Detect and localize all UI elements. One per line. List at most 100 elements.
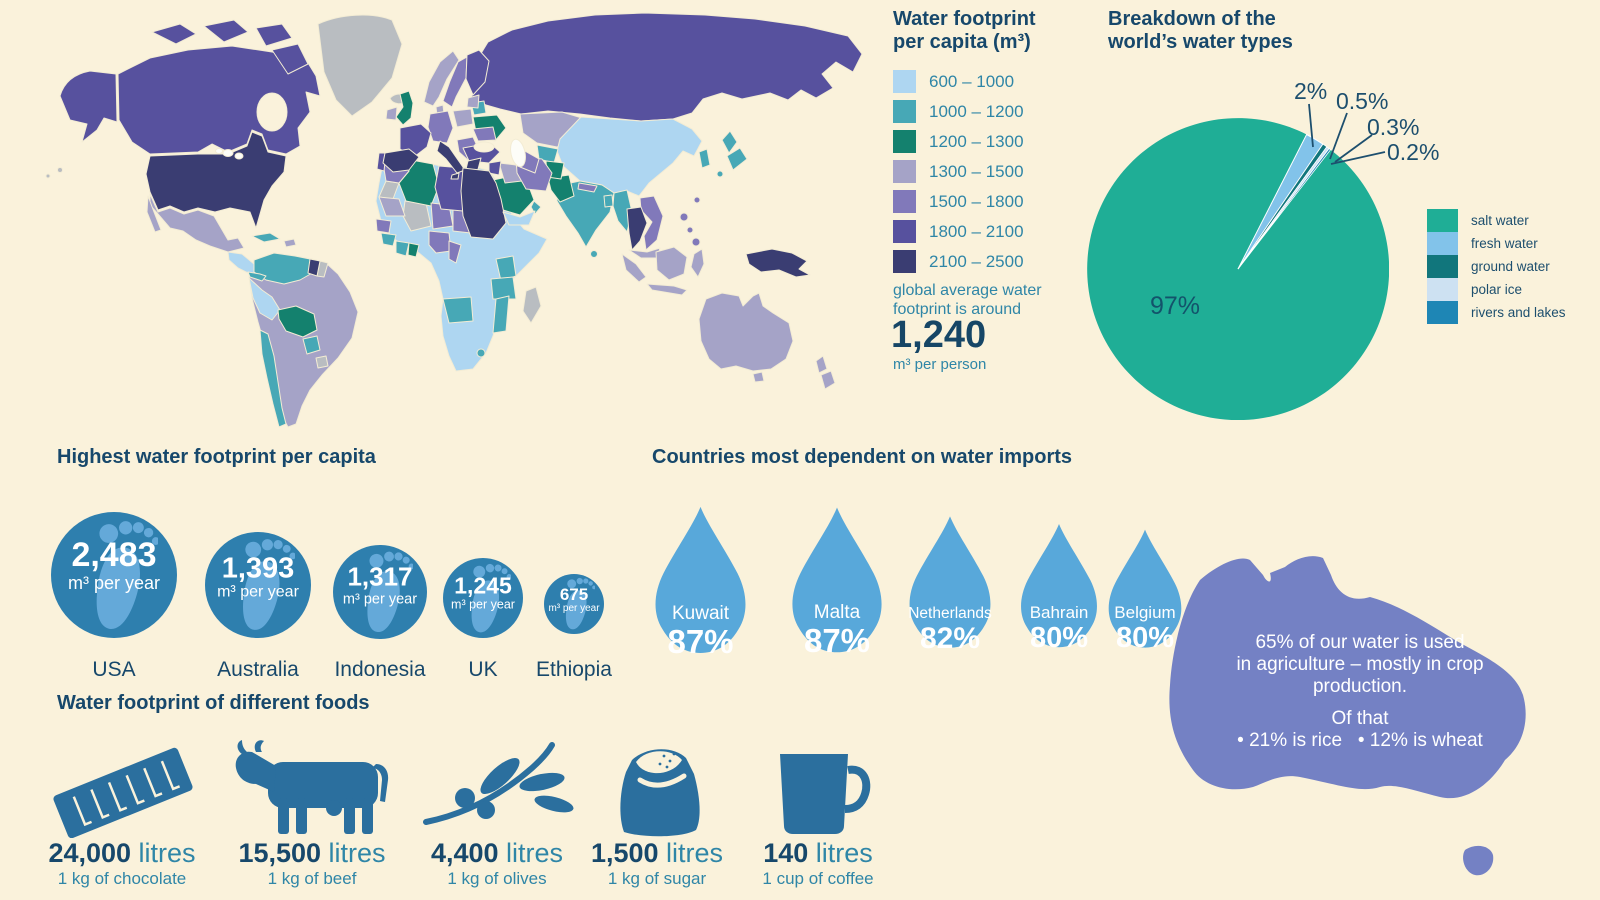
- legend-swatch: [893, 70, 916, 93]
- footprint-country-label: USA: [92, 658, 136, 681]
- global-average-unit: m³ per person: [893, 356, 987, 373]
- map-water-bodies: [215, 92, 526, 168]
- map-region-vietnam: [639, 195, 664, 251]
- world-choropleth-map: [45, 12, 863, 428]
- food-value: 140 litres: [763, 838, 873, 868]
- map-region-pakistan: [547, 174, 575, 203]
- legend-swatch: [1427, 255, 1458, 278]
- caspian-sea: [510, 138, 526, 168]
- legend-swatch: [893, 130, 916, 153]
- map-region-paraguay: [302, 335, 321, 355]
- water-types-pie-chart: [1087, 118, 1389, 420]
- footprint-circle-australia: 1,393 m³ per year: [205, 532, 311, 638]
- map-region-madagascar: [522, 286, 542, 324]
- water-drop-bahrain: Bahrain 80%: [1013, 520, 1105, 653]
- water-drop-icon: [1108, 529, 1182, 648]
- food-desc: 1 kg of chocolate: [57, 869, 187, 888]
- pie-chart-title: Breakdown of the world’s water types: [1108, 8, 1293, 53]
- map-region-tasmania: [752, 371, 765, 383]
- legend-swatch: [893, 190, 916, 213]
- legend-row: rivers and lakes: [1427, 301, 1566, 324]
- imports-section-title: Countries most dependent on water import…: [652, 446, 1073, 468]
- footprint-country-label: UK: [468, 658, 498, 681]
- map-region-java: [646, 283, 688, 296]
- map-region-uruguay: [315, 355, 329, 369]
- legend-row: ground water: [1427, 255, 1566, 278]
- map-regions-600-1000-b: [502, 210, 536, 226]
- food-value: 4,400 litres: [430, 838, 564, 868]
- footprint-icon: [565, 578, 595, 630]
- map-region-lesotho: [476, 348, 486, 358]
- map-region-mozambique: [492, 295, 510, 334]
- food-value: 15,500 litres: [238, 838, 386, 868]
- map-region-malaysia: [628, 247, 661, 259]
- map-region-usa: [145, 131, 287, 229]
- map-regions-1000-1200: [247, 100, 748, 428]
- map-region-cuba: [251, 232, 281, 243]
- map-region-greenland: [317, 14, 403, 117]
- pie-label-fresh-water: 2%: [1294, 78, 1328, 104]
- australia-note-line1: 65% of our water is used: [1255, 632, 1465, 653]
- pie-label-polar-ice: 0.3%: [1367, 114, 1420, 140]
- food-desc: 1 kg of sugar: [607, 869, 707, 888]
- foods-section-title: Water footprint of different foods: [57, 692, 370, 714]
- legend-row: salt water: [1427, 209, 1566, 232]
- map-region-mauritania: [378, 196, 406, 217]
- water-drop-icon: [655, 506, 746, 653]
- map-region-peru: [248, 277, 281, 321]
- footprint-icon: [367, 551, 413, 632]
- water-drop-kuwait: Kuwait 87%: [646, 502, 755, 660]
- chocolate-bar-icon: [53, 747, 193, 838]
- pie-callout-lines: [1308, 103, 1386, 165]
- map-region-borneo: [655, 246, 688, 281]
- australia-note-bullets: • 21% is rice • 12% is wheat: [1237, 730, 1483, 751]
- pie-label-salt-water: 97%: [1150, 292, 1201, 320]
- map-region-egypt-sudan: [460, 167, 507, 240]
- map-legend: 600 – 1000 1000 – 1200 1200 – 1300 1300 …: [893, 70, 1024, 280]
- legend-swatch: [893, 250, 916, 273]
- tasmania-silhouette: [1463, 845, 1494, 876]
- map-region-thailand: [626, 206, 648, 251]
- legend-row: polar ice: [1427, 278, 1566, 301]
- map-region-japan: [721, 130, 738, 154]
- map-region-guyana: [307, 258, 321, 277]
- legend-row: 2100 – 2500: [893, 250, 1024, 273]
- map-region-ireland: [385, 106, 398, 121]
- great-lake: [222, 149, 234, 157]
- food-value: 24,000 litres: [48, 838, 196, 868]
- map-region-tanzania: [490, 276, 517, 300]
- legend-row: 1200 – 1300: [893, 130, 1024, 153]
- legend-row: 600 – 1000: [893, 70, 1024, 93]
- olive-branch-icon: [423, 742, 574, 825]
- australia-note-line4: Of that: [1331, 708, 1389, 729]
- map-region-nigeria: [428, 230, 452, 254]
- food-value: 1,500 litres: [590, 838, 724, 868]
- map-average-note: global average water footprint is around: [893, 282, 1042, 318]
- map-region-australia: [698, 292, 794, 372]
- map-region-mexico: [149, 193, 245, 253]
- legend-swatch: [893, 160, 916, 183]
- australia-note-line2: in agriculture – mostly in crop: [1236, 654, 1484, 675]
- water-drop-belgium: Belgium 80%: [1101, 526, 1189, 653]
- legend-row: 1500 – 1800: [893, 190, 1024, 213]
- water-drop-netherlands: Netherlands 82%: [901, 512, 999, 654]
- footprint-circle-uk: 1,245 m³ per year: [443, 558, 523, 638]
- pie-label-ground-water: 0.5%: [1336, 88, 1389, 114]
- footprint-country-label: Ethiopia: [536, 658, 612, 681]
- map-region-syria: [488, 160, 502, 176]
- food-desc: 1 cup of coffee: [762, 869, 874, 888]
- water-drop-malta: Malta 87%: [783, 503, 891, 659]
- map-region-nepal: [577, 182, 598, 193]
- map-region-italy: [436, 140, 466, 174]
- map-region-taiwan: [693, 196, 701, 204]
- map-legend-title: Water footprint per capita (m³): [893, 8, 1036, 53]
- water-drop-icon: [909, 516, 991, 648]
- hudson-bay: [256, 92, 288, 132]
- sugar-bag-icon: [620, 749, 700, 837]
- legend-swatch: [1427, 209, 1458, 232]
- footprint-circle-indonesia: 1,317 m³ per year: [333, 545, 427, 639]
- footprint-country-label: Indonesia: [334, 658, 426, 681]
- legend-swatch: [893, 100, 916, 123]
- coffee-mug-icon: [780, 754, 871, 834]
- map-region-papua-new-guinea: [745, 248, 811, 278]
